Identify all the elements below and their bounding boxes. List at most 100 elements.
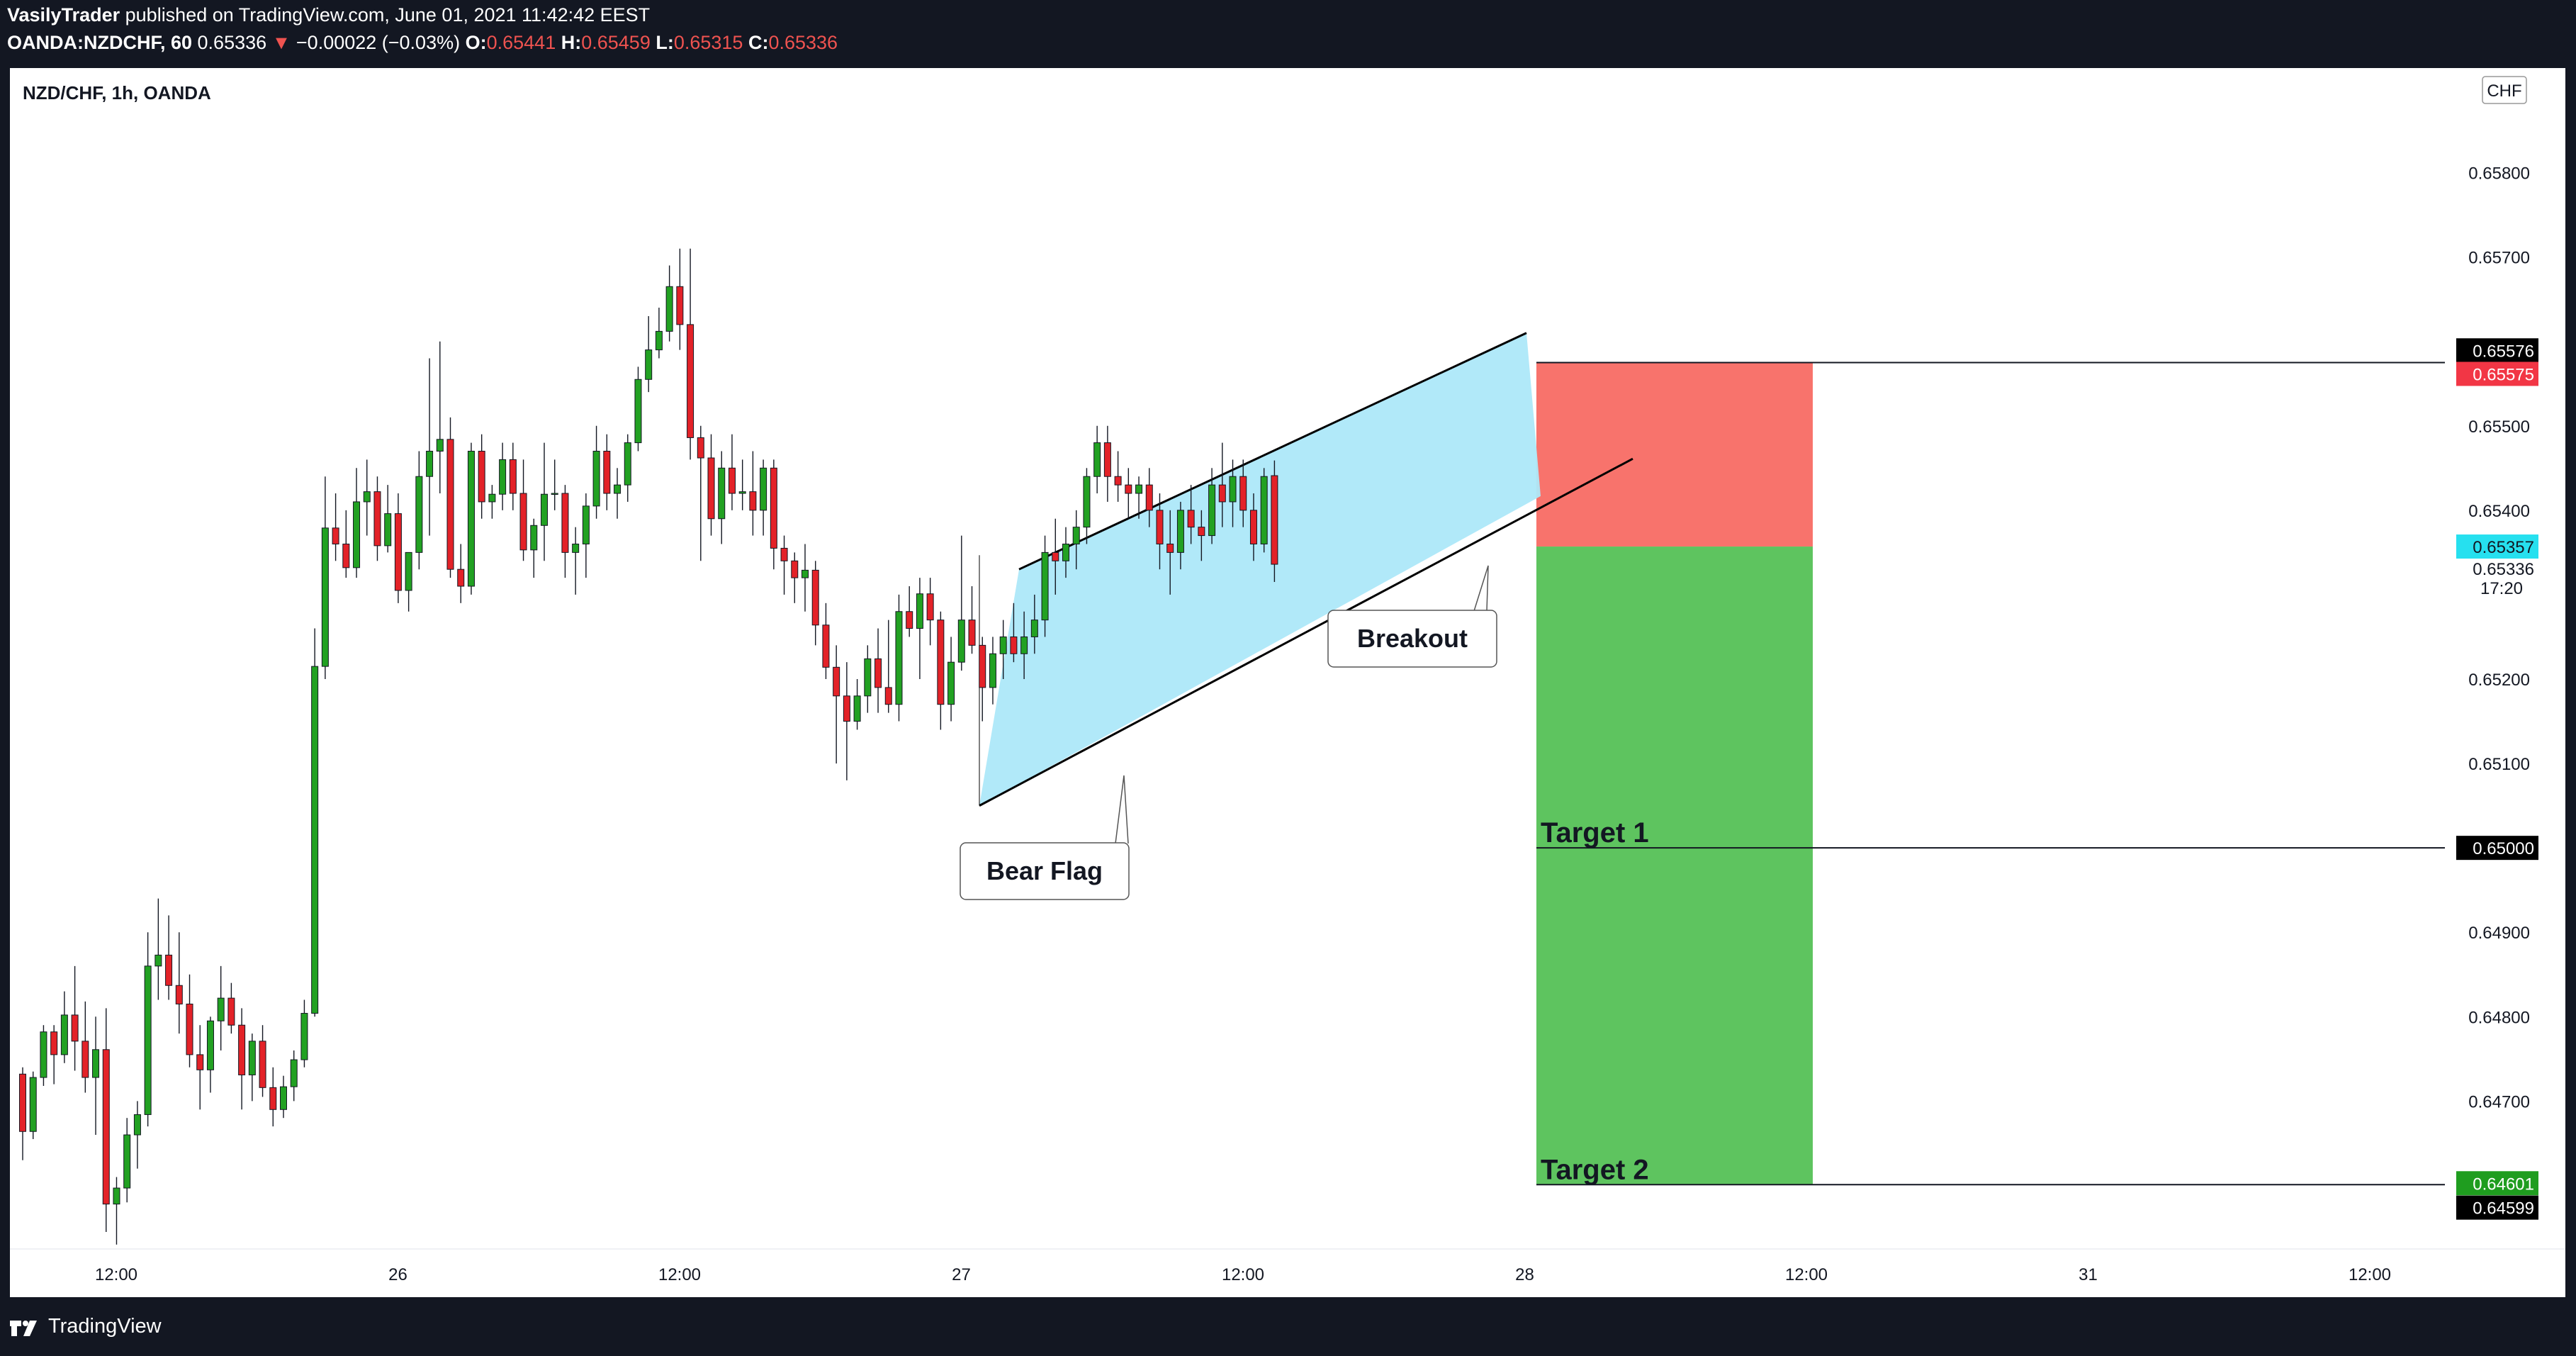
y-tick-label: 0.65200 [2468,671,2530,690]
candle-body [1041,551,1049,621]
y-tick-label: 0.65500 [2468,418,2530,437]
candle-body [1218,484,1226,503]
annotations: Bear Flag Breakout [960,565,1497,900]
channel-fill [979,332,1541,806]
target-label-1: Target 1 [1541,817,1649,848]
price-tag-value: 0.65336 [2473,560,2534,579]
x-tick-label: 26 [388,1265,407,1284]
candle-body [645,349,653,380]
publish-header: VasilyTrader published on TradingView.co… [7,4,650,26]
x-tick-label: 12:00 [1222,1265,1264,1284]
candle-body [311,666,319,1014]
candle-body [436,439,444,452]
candle-body [71,1014,79,1042]
low-value: 0.65315 [673,32,743,53]
bear-flag-callout: Bear Flag [960,775,1130,900]
currency-badge [2482,76,2527,104]
candle-body [572,543,580,553]
candle-body [676,286,684,325]
price-tag-bg [2456,338,2538,363]
price-tag-bg [2456,1195,2538,1220]
candle-body [488,493,496,503]
chart-title: NZD/CHF, 1h, OANDA [23,82,211,103]
time-axis: 12:002612:002712:002812:003112:00Jun12:0… [10,1248,2565,1284]
candle-body [947,661,955,705]
candle-body [738,491,746,494]
author-name[interactable]: VasilyTrader [7,4,120,26]
breakout-callout-pointer [1473,565,1489,612]
candle-body [29,1077,37,1132]
candle-body [373,491,381,547]
candle-body [665,286,673,332]
price-tag-value: 0.64601 [2473,1175,2534,1194]
price-axis: CHF 0.65800 0.65700 0.65500 0.65400 0.65200 0.… [2445,68,2565,1297]
candle-body [655,330,663,351]
candle-body [269,1087,277,1110]
candle-body [457,568,465,587]
candle-body [1135,484,1143,494]
candle-body [353,501,361,568]
footer: TradingView [9,1310,162,1343]
tradingview-logo-icon[interactable] [9,1315,41,1338]
candle-body [123,1134,131,1189]
candle-body [707,457,715,520]
candle-body [728,467,736,494]
candle-body [196,1054,204,1070]
candle-body [1020,636,1028,654]
candle-body [1249,510,1257,544]
candle-body [749,491,757,511]
candle-body [989,653,996,688]
candle-body [874,658,882,688]
brand-name[interactable]: TradingView [48,1314,162,1338]
candle-body [916,593,923,629]
candle-body [40,1031,47,1078]
candle-body [144,965,152,1115]
candle-body [1187,510,1195,528]
candle-body [363,491,371,503]
candle-body [280,1086,287,1110]
high-label: H: [561,32,582,53]
candle-body [853,695,861,722]
candle-body [1166,543,1174,553]
change-value: −0.00022 (−0.03%) [296,32,461,53]
candle-body [332,527,339,544]
candle-body [864,658,872,697]
price-tag-value: 0.65000 [2473,839,2534,858]
candle-body [760,467,767,511]
candle-body [937,620,945,705]
candle-body [1103,442,1111,477]
candle-body [1260,476,1268,544]
symbol-label: OANDA:NZDCHF, 60 [7,32,193,53]
x-tick-label: 28 [1515,1265,1534,1284]
candle-body [833,666,840,697]
down-arrow-icon: ▼ [271,32,291,53]
candle-body [415,476,423,553]
ohlc-header: OANDA:NZDCHF, 60 0.65336 ▼ −0.00022 (−0.… [7,32,838,54]
chart-pane[interactable]: Target 1 Target 2 Bear Flag Breakout CHF 0.… [10,68,2565,1297]
candle-body [1198,527,1205,537]
candle-body [697,437,704,459]
candle-body [1271,475,1278,565]
candle-body [1125,484,1132,494]
candle-body [1083,476,1091,528]
chart-canvas[interactable]: Target 1 Target 2 Bear Flag Breakout CHF 0.… [10,68,2565,1297]
price-tag-bg [2456,534,2538,559]
candle-body [561,493,569,553]
candle-body [227,997,235,1026]
candle-body [530,525,538,551]
candle-body [1145,484,1153,511]
high-value: 0.65459 [581,32,651,53]
candle-body [467,450,475,587]
candle-body [1072,527,1080,544]
candle-body [780,547,788,561]
breakout-callout-box [1327,610,1497,668]
candle-body [509,459,517,494]
price-axis-bg [2445,68,2565,1297]
candle-body [154,954,162,967]
candle-body [81,1041,89,1078]
candle-body [102,1049,110,1205]
candle-body [384,513,392,547]
candle-body [1052,551,1059,561]
price-tag-value: 0.65357 [2473,538,2534,557]
y-tick-label: 0.65400 [2468,502,2530,521]
